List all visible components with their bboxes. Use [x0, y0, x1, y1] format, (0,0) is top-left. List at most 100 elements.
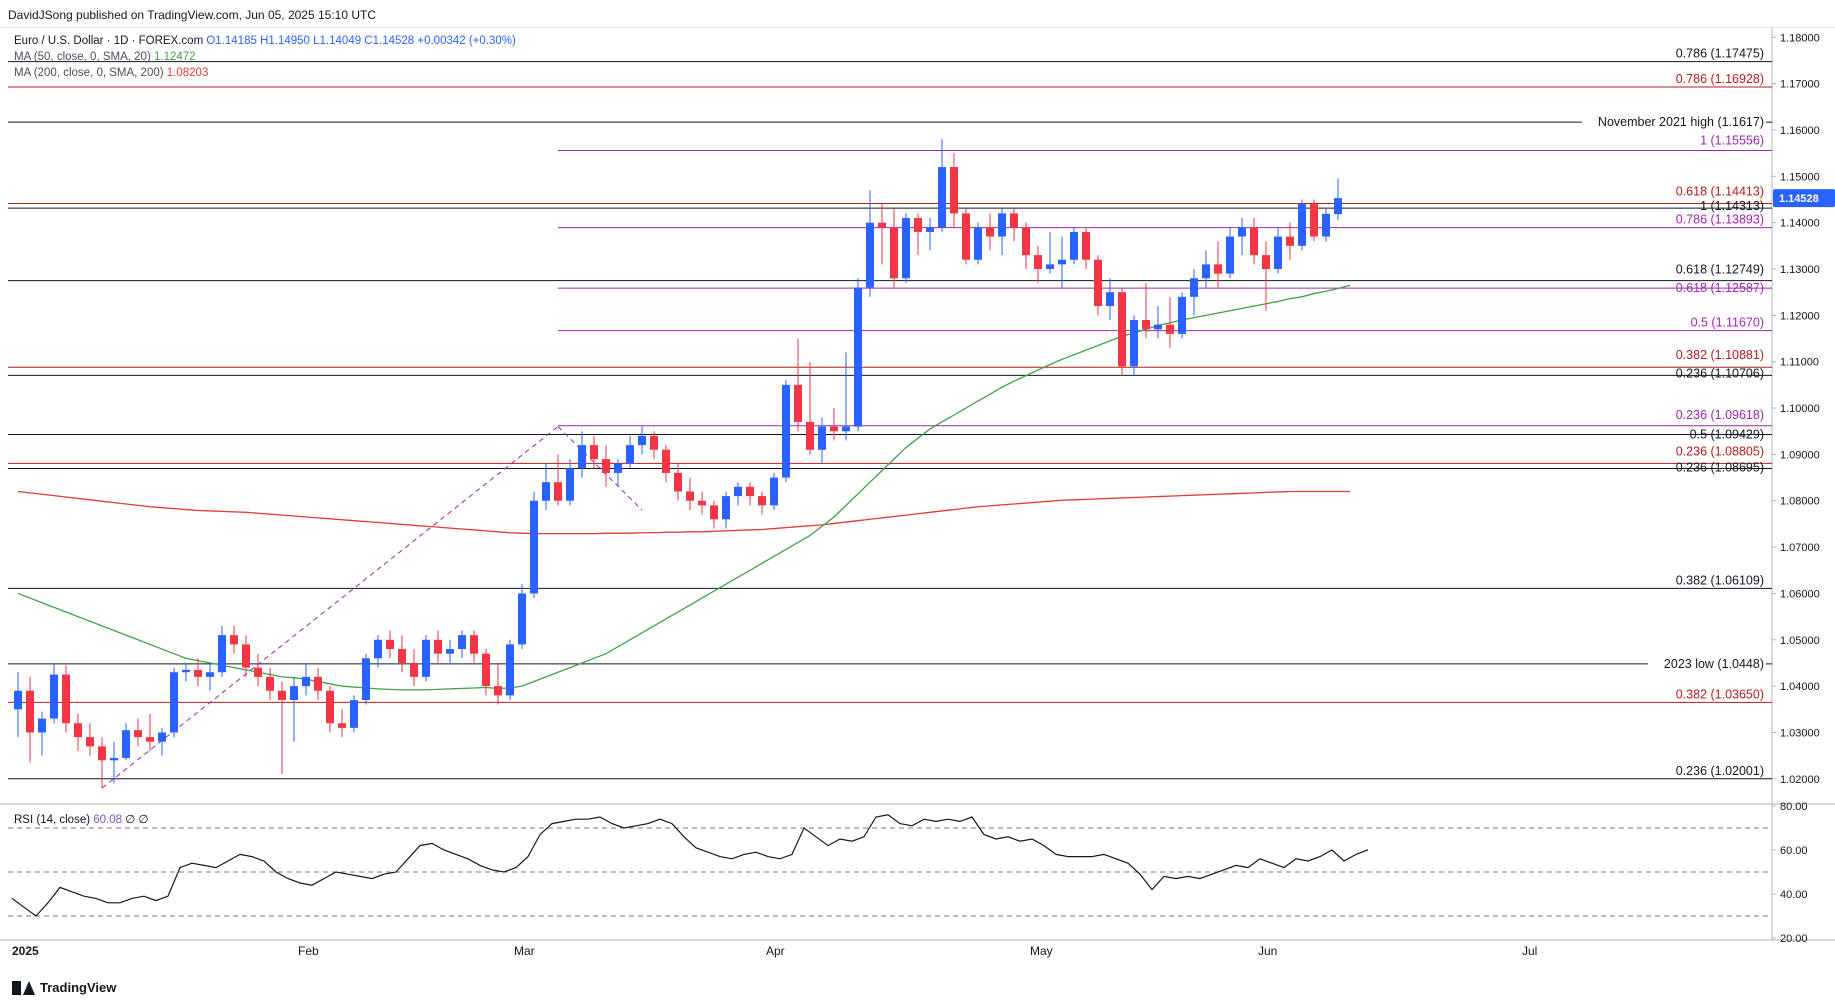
candle — [722, 491, 730, 529]
candle-body — [350, 700, 358, 728]
candle-body — [134, 730, 142, 738]
candle-body — [854, 287, 862, 427]
candle — [1106, 278, 1114, 320]
candle — [770, 472, 778, 511]
rsi-tick-label: 40.00 — [1780, 889, 1808, 901]
candle-body — [770, 477, 778, 506]
candle-body — [290, 686, 298, 701]
candle-body — [302, 676, 310, 687]
price-tick-label: 1.10000 — [1780, 403, 1820, 415]
candle — [1262, 241, 1270, 311]
candle-body — [950, 167, 958, 214]
candle-body — [1106, 292, 1114, 307]
candle-body — [638, 435, 646, 446]
candle — [1298, 199, 1306, 251]
level-label: 0.618 (1.12749) — [1676, 263, 1764, 277]
candle — [98, 737, 106, 789]
candle-body — [1334, 198, 1342, 215]
candle-body — [374, 639, 382, 659]
rsi-value: 60.08 — [93, 814, 123, 826]
level-label: 0.236 (1.02001) — [1676, 764, 1764, 778]
candle — [1310, 199, 1318, 242]
price-axis: 1.18000 1.17000 1.16000 1.15000 1.14000 1.130… — [1772, 32, 1835, 786]
symbol-name[interactable]: Euro / U.S. Dollar · 1D · FOREX.com — [14, 35, 204, 47]
candle — [1154, 306, 1162, 339]
candle — [50, 662, 58, 724]
candle — [1094, 255, 1102, 316]
candle-body — [1250, 227, 1258, 256]
ma200-label[interactable]: MA (200, close, 0, SMA, 200) — [14, 67, 164, 79]
time-axis-label: 2025 — [12, 944, 39, 958]
candle-body — [1214, 264, 1222, 274]
candle-body — [1142, 319, 1150, 330]
candle — [422, 635, 430, 682]
candle-body — [170, 672, 178, 733]
candle — [686, 477, 694, 511]
candle-body — [1274, 236, 1282, 270]
rsi-label[interactable]: RSI (14, close) — [14, 814, 91, 826]
candle — [782, 380, 790, 483]
price-tick-label: 1.08000 — [1780, 496, 1820, 508]
price-tick-label: 1.07000 — [1780, 542, 1820, 554]
candle — [1130, 315, 1138, 376]
ma50-label[interactable]: MA (50, close, 0, SMA, 20) — [14, 51, 151, 63]
rsi-tick-label: 20.00 — [1780, 933, 1808, 945]
candle-body — [386, 639, 394, 650]
candle-body — [530, 500, 538, 594]
candle — [1118, 287, 1126, 376]
candle-body — [890, 227, 898, 279]
candle — [434, 630, 442, 663]
level-label: 0.236 (1.10706) — [1676, 366, 1764, 380]
candle-body — [926, 227, 934, 232]
candle — [470, 630, 478, 663]
tradingview-logo[interactable]: TradingView — [12, 980, 116, 995]
level-label: 0.786 (1.13893) — [1676, 213, 1764, 227]
rsi-tick-label: 60.00 — [1780, 845, 1808, 857]
candle-body — [446, 649, 454, 654]
candle-body — [1322, 213, 1330, 237]
candle — [626, 435, 634, 469]
level-label-bg — [1647, 656, 1766, 671]
candle — [482, 649, 490, 696]
candle — [494, 662, 502, 705]
candle — [986, 213, 994, 251]
candle — [1226, 227, 1234, 279]
ma50-value: 1.12472 — [153, 51, 196, 63]
candle-body — [554, 482, 562, 501]
candle — [14, 672, 22, 738]
price-tick-label: 1.16000 — [1780, 125, 1820, 137]
level-label: 0.236 (1.08805) — [1676, 444, 1764, 458]
candle — [254, 653, 262, 687]
candle-body — [830, 426, 838, 432]
candle-body — [1298, 204, 1306, 246]
candle — [758, 491, 766, 515]
ma200-line — [17, 490, 1350, 535]
price-tick-label: 1.03000 — [1780, 727, 1820, 739]
level-label: 0.382 (1.06109) — [1676, 573, 1764, 587]
price-tick-label: 1.13000 — [1780, 264, 1820, 276]
candle-body — [278, 690, 286, 701]
candle-body — [674, 472, 682, 492]
candle — [158, 727, 166, 756]
candle-body — [1046, 264, 1054, 270]
candle — [614, 459, 622, 487]
candle-body — [1178, 296, 1186, 334]
level-label: 1 (1.15556) — [1700, 134, 1764, 148]
candle — [662, 445, 670, 483]
candle-body — [758, 496, 766, 506]
candle — [278, 681, 286, 775]
level-label: 0.382 (1.03650) — [1676, 687, 1764, 701]
candle — [386, 630, 394, 659]
candle — [590, 435, 598, 469]
candle — [302, 662, 310, 696]
candle — [638, 426, 646, 455]
candle-body — [1226, 236, 1234, 274]
candle-body — [710, 505, 718, 520]
candle — [1166, 296, 1174, 348]
candle — [926, 218, 934, 251]
candle — [878, 204, 886, 265]
candle — [194, 658, 202, 687]
candle — [122, 723, 130, 761]
candle — [266, 667, 274, 701]
